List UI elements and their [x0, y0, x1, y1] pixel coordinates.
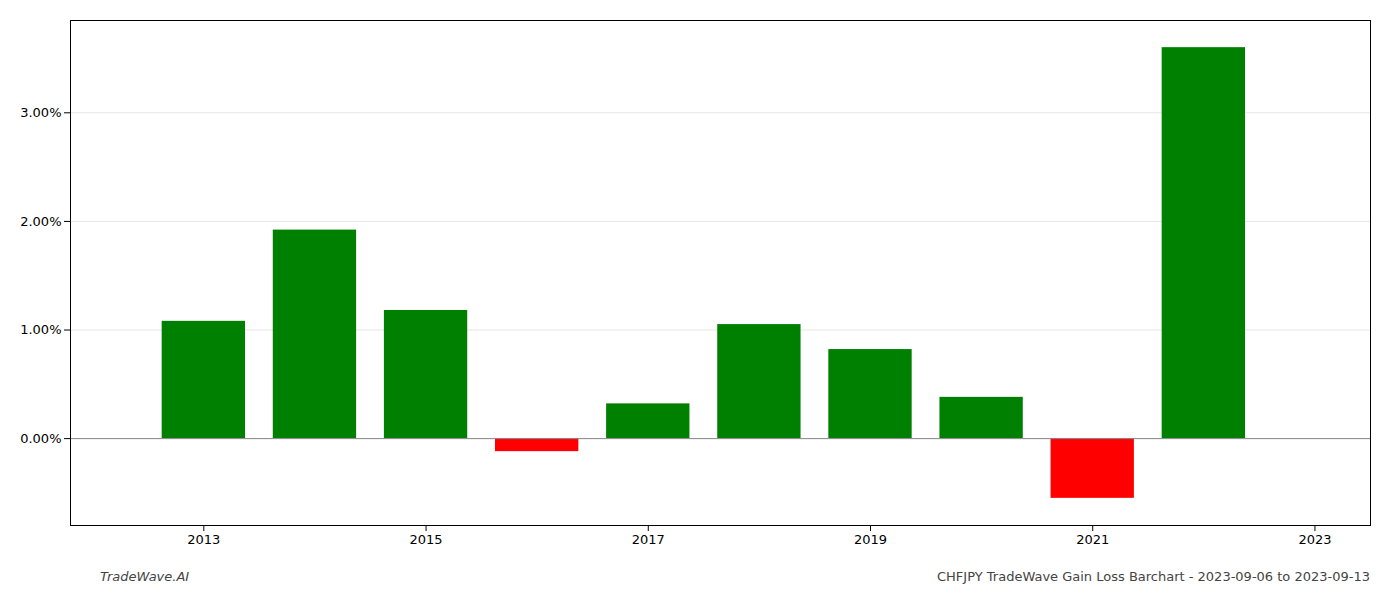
- svg-text:0.00%: 0.00%: [20, 431, 61, 446]
- svg-text:3.00%: 3.00%: [20, 105, 61, 120]
- svg-text:2021: 2021: [1076, 532, 1109, 547]
- html-text:CHFJPY TradeWave Gain Loss Bar: CHFJPY TradeWave Gain Loss Barchart - 20…: [937, 569, 1370, 584]
- html-text:TradeWave.AI: TradeWave.AI: [100, 569, 190, 584]
- svg-text:1.00%: 1.00%: [20, 322, 61, 337]
- svg-text:2019: 2019: [854, 532, 887, 547]
- svg-text:2015: 2015: [410, 532, 443, 547]
- svg-text:2017: 2017: [632, 532, 665, 547]
- svg-text:2.00%: 2.00%: [20, 214, 61, 229]
- svg-text:2023: 2023: [1298, 532, 1331, 547]
- svg-text:2013: 2013: [187, 532, 220, 547]
